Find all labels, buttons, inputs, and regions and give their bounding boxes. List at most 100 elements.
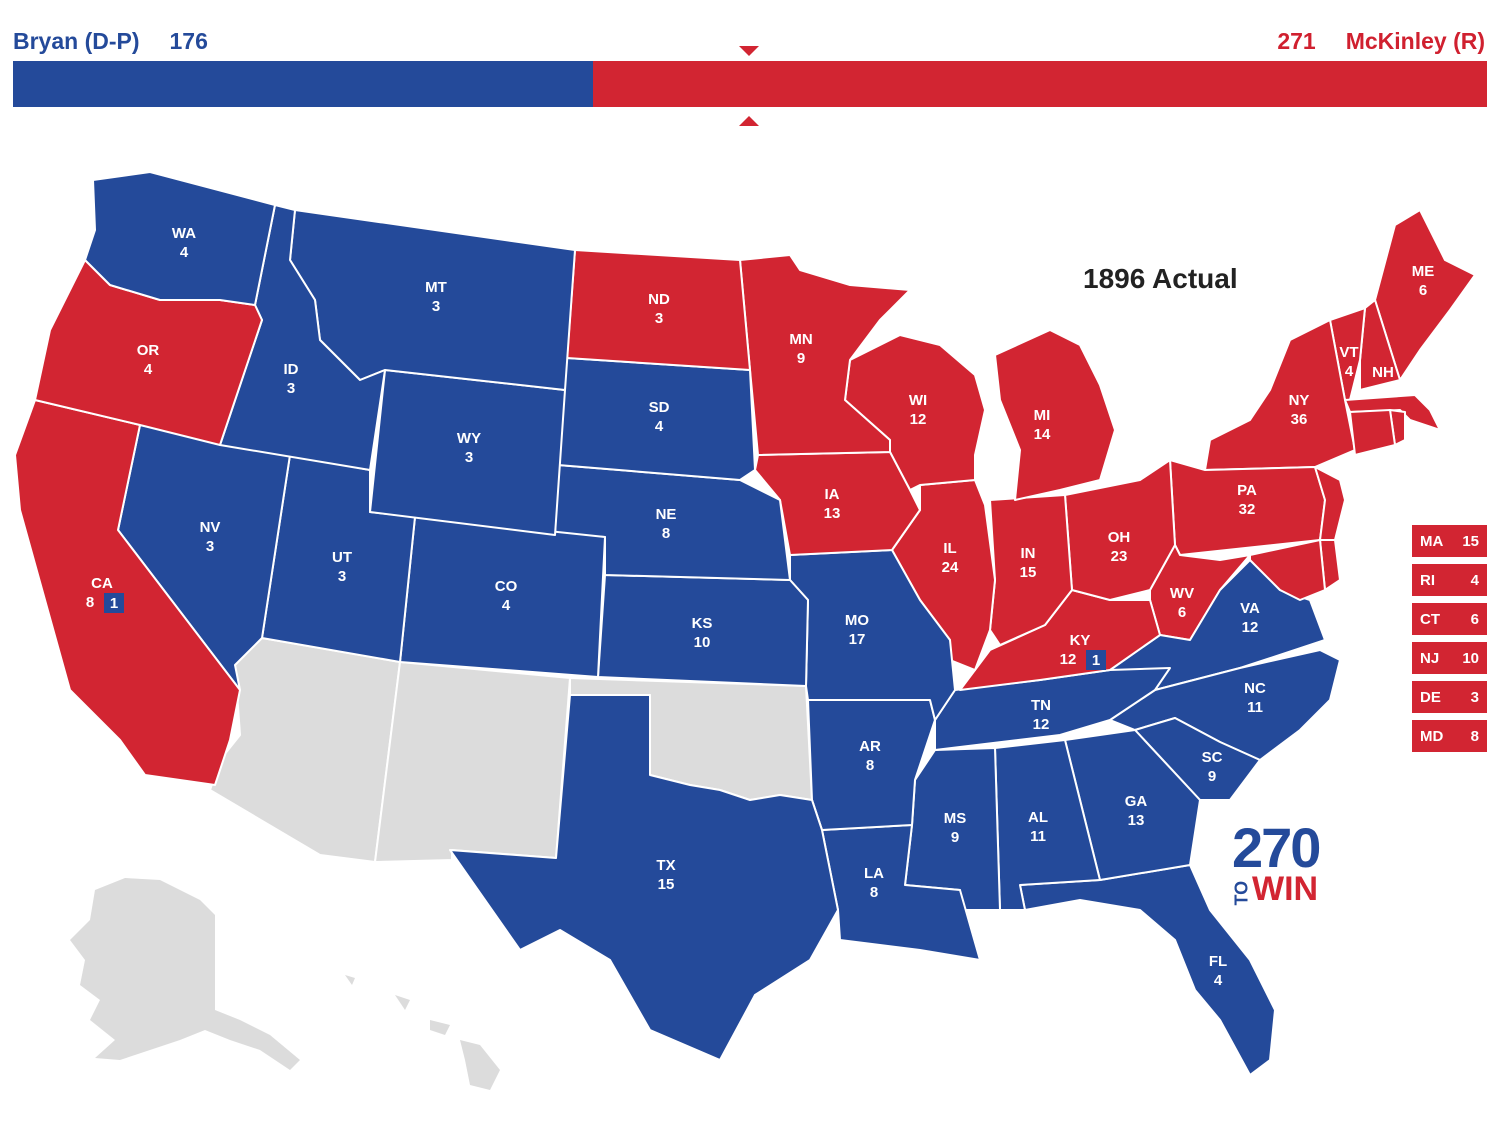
hawaii (345, 975, 500, 1090)
state-label-ky: KY (1070, 632, 1091, 649)
state-mn[interactable] (739, 254, 911, 456)
republican-candidate-name: McKinley (R) (1345, 28, 1485, 54)
small-state-ri[interactable]: RI 4 (1412, 564, 1487, 596)
state-votes-nh: 4 (1379, 383, 1388, 400)
state-votes-wi: 12 (910, 411, 927, 428)
state-label-ar: AR (859, 738, 881, 755)
state-md[interactable] (1249, 539, 1326, 601)
majority-marker-bottom-icon (739, 116, 759, 126)
small-state-nj[interactable]: NJ 10 (1412, 642, 1487, 674)
state-label-co: CO (495, 578, 518, 595)
state-votes-wv: 6 (1178, 604, 1186, 621)
state-votes-al: 11 (1030, 828, 1046, 845)
small-states-legend: MA 15 RI 4 CT 6 NJ 10 DE 3 MD 8 (1412, 525, 1487, 759)
state-votes-or: 4 (144, 361, 153, 378)
state-votes-tn: 12 (1033, 716, 1050, 733)
state-label-ca: CA (91, 575, 113, 592)
state-tx[interactable] (449, 694, 839, 1061)
small-state-votes: 6 (1470, 610, 1479, 628)
democratic-candidate-header: Bryan (D-P) 176 (13, 28, 238, 55)
state-votes-ky: 12 (1060, 651, 1077, 668)
state-ia[interactable] (754, 451, 921, 556)
small-state-abbr: MD (1420, 727, 1444, 745)
small-state-abbr: MA (1420, 532, 1444, 550)
state-oh[interactable] (1064, 459, 1176, 601)
state-votes-sd: 4 (655, 418, 664, 435)
small-state-votes: 3 (1470, 688, 1479, 706)
state-votes-ga: 13 (1128, 812, 1145, 829)
state-me[interactable] (1374, 209, 1476, 381)
state-label-fl: FL (1209, 953, 1227, 970)
state-label-wi: WI (909, 392, 927, 409)
state-label-ny: NY (1289, 392, 1310, 409)
state-label-or: OR (137, 342, 160, 359)
270towin-logo: 270 TO WIN (1231, 820, 1322, 907)
state-votes-mi: 14 (1034, 426, 1051, 443)
state-votes-ca: 8 (86, 594, 94, 611)
state-label-la: LA (864, 865, 884, 882)
state-label-sc: SC (1202, 749, 1223, 766)
state-votes-sc: 9 (1208, 768, 1216, 785)
small-state-ma[interactable]: MA 15 (1412, 525, 1487, 557)
state-label-ne: NE (656, 506, 677, 523)
state-label-in: IN (1021, 545, 1036, 562)
state-votes-in: 15 (1020, 564, 1037, 581)
state-label-wa: WA (172, 225, 196, 242)
state-mi[interactable] (994, 329, 1116, 501)
split-vote-ca: 1 (110, 595, 118, 612)
alaska (70, 878, 300, 1070)
state-label-nh: NH (1372, 364, 1394, 381)
state-votes-mo: 17 (849, 631, 866, 648)
state-la[interactable] (821, 824, 981, 961)
state-label-vt: VT (1339, 344, 1358, 361)
state-votes-vt: 4 (1345, 363, 1354, 380)
state-ca[interactable] (14, 399, 241, 786)
republican-vote-bar (593, 61, 1487, 107)
state-label-me: ME (1412, 263, 1435, 280)
split-vote-box-ky (1086, 650, 1106, 670)
logo-to: TO (1231, 880, 1252, 906)
small-state-votes: 10 (1462, 649, 1479, 667)
state-label-sd: SD (649, 399, 670, 416)
map-title: 1896 Actual (1083, 263, 1238, 294)
state-votes-fl: 4 (1214, 972, 1223, 989)
state-ny[interactable] (1204, 319, 1356, 471)
majority-marker-top-icon (739, 46, 759, 56)
state-wa[interactable] (84, 171, 276, 306)
state-votes-ne: 8 (662, 525, 670, 542)
state-label-mn: MN (789, 331, 812, 348)
state-label-nv: NV (200, 519, 221, 536)
state-votes-nd: 3 (655, 310, 663, 327)
state-label-oh: OH (1108, 529, 1131, 546)
small-state-abbr: RI (1420, 571, 1435, 589)
state-votes-wa: 4 (180, 244, 189, 261)
democratic-electoral-votes: 176 (169, 28, 208, 54)
state-label-wv: WV (1170, 585, 1194, 602)
state-votes-co: 4 (502, 597, 511, 614)
state-label-ga: GA (1125, 793, 1148, 810)
state-votes-ny: 36 (1291, 411, 1308, 428)
state-label-ms: MS (944, 810, 967, 827)
republican-candidate-header: 271 McKinley (R) (1247, 28, 1485, 55)
small-state-votes: 15 (1462, 532, 1479, 550)
state-label-al: AL (1028, 809, 1048, 826)
state-votes-ms: 9 (951, 829, 959, 846)
state-ct[interactable] (1349, 409, 1396, 456)
state-votes-nv: 3 (206, 538, 214, 555)
state-label-tn: TN (1031, 697, 1051, 714)
split-vote-ky: 1 (1092, 652, 1100, 669)
small-state-ct[interactable]: CT 6 (1412, 603, 1487, 635)
state-votes-ut: 3 (338, 568, 346, 585)
state-fl[interactable] (1019, 864, 1276, 1076)
small-state-abbr: CT (1420, 610, 1440, 628)
state-votes-il: 24 (942, 559, 959, 576)
state-votes-mn: 9 (797, 350, 805, 367)
state-az (209, 637, 401, 863)
small-state-de[interactable]: DE 3 (1412, 681, 1487, 713)
democratic-candidate-name: Bryan (D-P) (13, 28, 140, 54)
state-votes-nc: 11 (1247, 699, 1263, 716)
small-state-md[interactable]: MD 8 (1412, 720, 1487, 752)
state-nm (374, 661, 571, 863)
state-votes-me: 6 (1419, 282, 1427, 299)
